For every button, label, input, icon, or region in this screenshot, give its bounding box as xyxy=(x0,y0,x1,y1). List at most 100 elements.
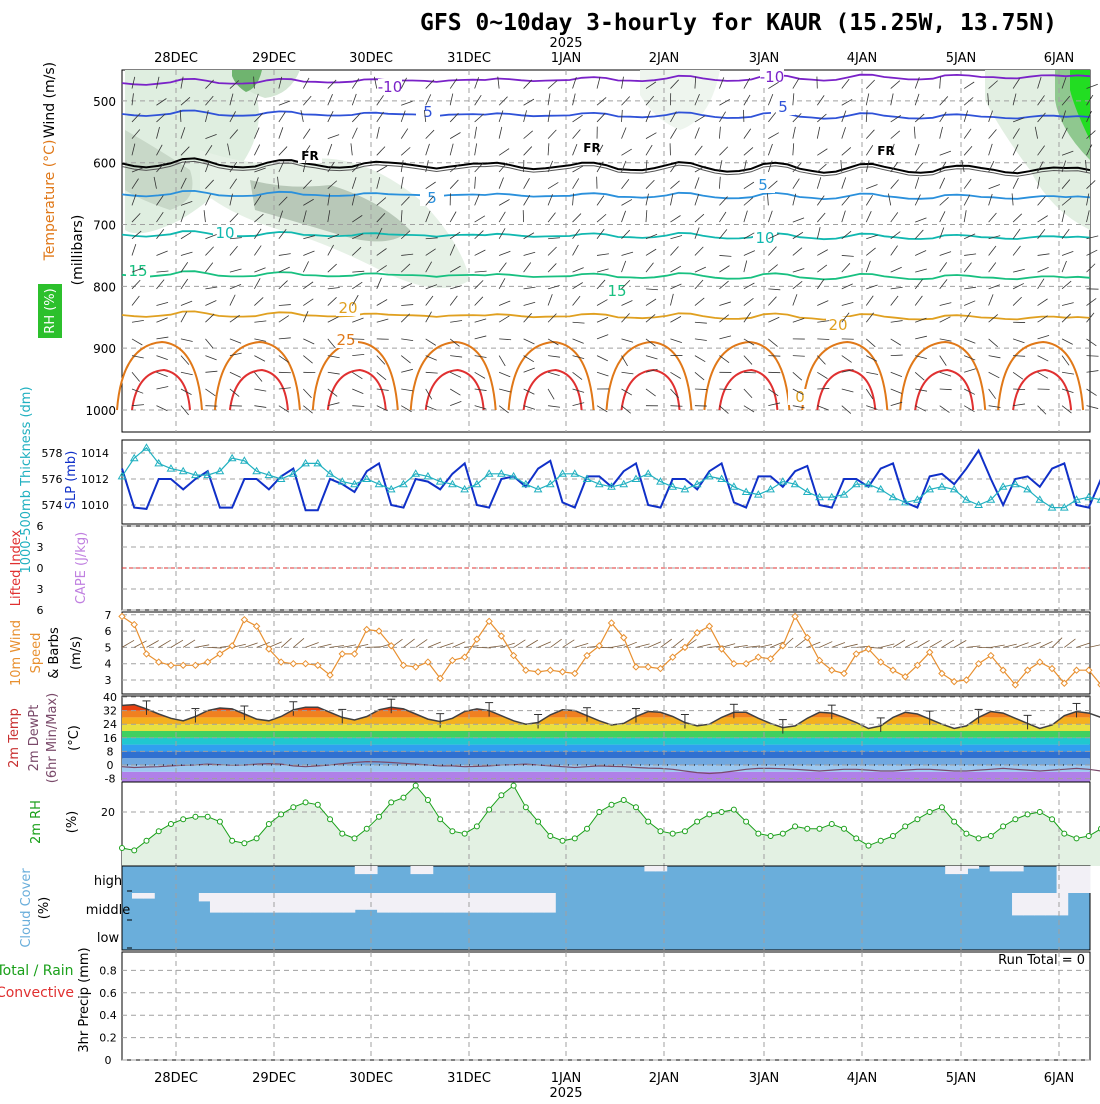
rh-marker xyxy=(1050,817,1055,822)
cloud-bar-middle xyxy=(199,893,211,901)
rh-marker xyxy=(1013,817,1018,822)
isotherm-label: 5 xyxy=(758,176,768,194)
precip-tick-label: 0 xyxy=(105,1054,112,1067)
rh-marker xyxy=(205,814,210,819)
cloud-bar-high xyxy=(1079,866,1091,893)
temp-axis-label-1: 2m Temp xyxy=(7,708,22,768)
bottom-date-label: 29DEC xyxy=(252,1071,296,1086)
rh-marker xyxy=(242,841,247,846)
temp-tick-label: 0 xyxy=(107,759,114,772)
rh-marker xyxy=(793,824,798,829)
rh-marker xyxy=(621,798,626,803)
wind-barb xyxy=(817,388,829,389)
cloud-bar-high xyxy=(410,866,422,874)
rh-marker xyxy=(217,819,222,824)
rh-marker xyxy=(193,814,198,819)
precip-series-label-convective: Convective xyxy=(0,985,74,1001)
cloud-axis-label: Cloud Cover xyxy=(19,868,34,948)
slp-tick-label: 1010 xyxy=(81,499,109,512)
cloud-bar-high xyxy=(1068,866,1080,893)
wind-tick-label: 7 xyxy=(105,609,112,622)
isotherm-label: -10 xyxy=(760,68,785,86)
rh-marker xyxy=(829,822,834,827)
bottom-date-label: 3JAN xyxy=(749,1071,780,1086)
cloud-bar-high xyxy=(990,866,1002,871)
rh-marker xyxy=(1001,824,1006,829)
cloud-bar-middle xyxy=(366,893,378,910)
rh-marker xyxy=(266,822,271,827)
rh-marker xyxy=(1025,812,1030,817)
bottom-date-label: 4JAN xyxy=(847,1071,878,1086)
rh-marker xyxy=(854,836,859,841)
rh-axis-label: RH (%) xyxy=(43,288,58,333)
pressure-tick-label: 700 xyxy=(93,219,116,233)
top-date-label: 4JAN xyxy=(847,51,878,66)
cloud-bar-middle xyxy=(455,893,467,913)
rh-marker xyxy=(450,829,455,834)
rh-marker xyxy=(609,802,614,807)
bottom-date-label: 28DEC xyxy=(154,1071,198,1086)
cloud-bar-middle xyxy=(1034,893,1046,915)
top-date-label: 31DEC xyxy=(447,51,491,66)
cloud-level-label: middle xyxy=(86,903,130,918)
thickness-tick-label: 576 xyxy=(42,473,63,486)
cloud-bar-middle xyxy=(310,893,322,913)
wind-axis-label: Wind (m/s) xyxy=(42,62,58,138)
temp-tick-label: 8 xyxy=(107,745,114,758)
rh-marker xyxy=(744,819,749,824)
precip-tick-label: 0.2 xyxy=(99,1032,117,1045)
rh-marker xyxy=(389,800,394,805)
rh-marker xyxy=(1086,834,1091,839)
rh-marker xyxy=(254,836,259,841)
cloud-bar-high xyxy=(945,866,957,874)
rh-marker xyxy=(719,810,724,815)
cloud-bar-middle xyxy=(522,893,534,913)
cloud-bar-high xyxy=(956,866,968,874)
rh-marker xyxy=(364,826,369,831)
cloud-bar-middle xyxy=(266,893,278,913)
rh-marker xyxy=(670,831,675,836)
temp-band xyxy=(122,772,1090,782)
rh-marker xyxy=(707,812,712,817)
rh-marker xyxy=(230,838,235,843)
isotherm-label: 25 xyxy=(336,331,355,349)
thickness-tick-label: 578 xyxy=(42,447,63,460)
top-date-label: 30DEC xyxy=(349,51,393,66)
rh-marker xyxy=(144,838,149,843)
top-date-label: 2JAN xyxy=(649,51,680,66)
rh-marker xyxy=(1074,836,1079,841)
rh-marker xyxy=(976,836,981,841)
cloud-bar-middle xyxy=(511,893,523,913)
precip-axis-label: 3hr Precip (mm) xyxy=(77,947,92,1052)
cloud-bar-middle xyxy=(143,893,155,899)
wind-axis-label-1: 10m Wind xyxy=(9,620,24,686)
top-date-label: 28DEC xyxy=(154,51,198,66)
precip-tick-label: 0.8 xyxy=(99,964,117,977)
rh-marker xyxy=(315,802,320,807)
precip-frame xyxy=(122,952,1090,1060)
rh-marker xyxy=(939,805,944,810)
rh-marker xyxy=(927,810,932,815)
rh-marker xyxy=(156,829,161,834)
wind-frame xyxy=(122,612,1090,694)
top-date-label: 29DEC xyxy=(252,51,296,66)
rh-marker xyxy=(511,783,516,788)
precip-tick-label: 0.6 xyxy=(99,987,117,1000)
rh-marker xyxy=(817,826,822,831)
cloud-bar-middle xyxy=(533,893,545,913)
rh-marker xyxy=(548,834,553,839)
top-date-label: 1JAN xyxy=(551,51,582,66)
li-tick-label: 3 xyxy=(37,583,44,596)
rh-marker xyxy=(682,829,687,834)
cloud-bar-middle xyxy=(466,893,478,913)
cloud-bar-middle xyxy=(355,893,367,910)
pressure-tick-label: 1000 xyxy=(85,404,116,418)
cloud-bar-middle xyxy=(243,893,255,913)
precip-series-label-total: Total / Rain xyxy=(0,963,74,979)
temp-tick-label: 16 xyxy=(103,732,117,745)
isotherm-label: 5 xyxy=(778,98,788,116)
rh-marker xyxy=(499,793,504,798)
rh-marker xyxy=(181,817,186,822)
li-tick-label: 0 xyxy=(37,562,44,575)
